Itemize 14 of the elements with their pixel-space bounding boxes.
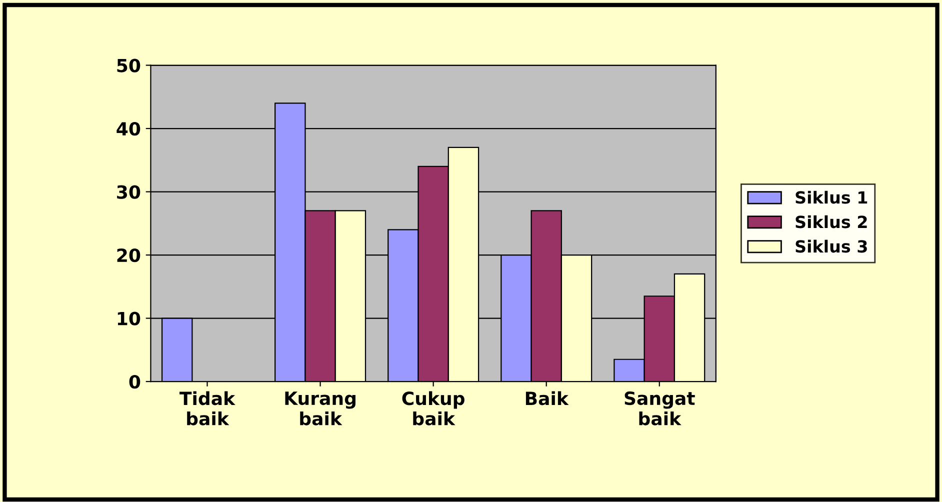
- y-tick-label: 10: [118, 312, 140, 326]
- y-tick-label: 50: [117, 58, 140, 72]
- x-tick-label: Tidak baik: [180, 391, 236, 426]
- y-tick-label: 40: [116, 122, 140, 136]
- y-tick-label: 0: [129, 374, 140, 389]
- y-tick-label: 30: [117, 185, 140, 199]
- x-tick-label: Kurang baik: [285, 392, 356, 426]
- x-tick-label: Baik: [526, 391, 569, 406]
- legend-label: Siklus 3: [796, 240, 867, 253]
- y-tick-label: 20: [117, 248, 140, 262]
- legend-label: Siklus 2: [796, 215, 867, 228]
- x-tick-label: Sangat baik: [624, 391, 695, 426]
- x-tick-label: Cukup baik: [402, 391, 464, 426]
- legend-label: Siklus 1: [796, 190, 868, 204]
